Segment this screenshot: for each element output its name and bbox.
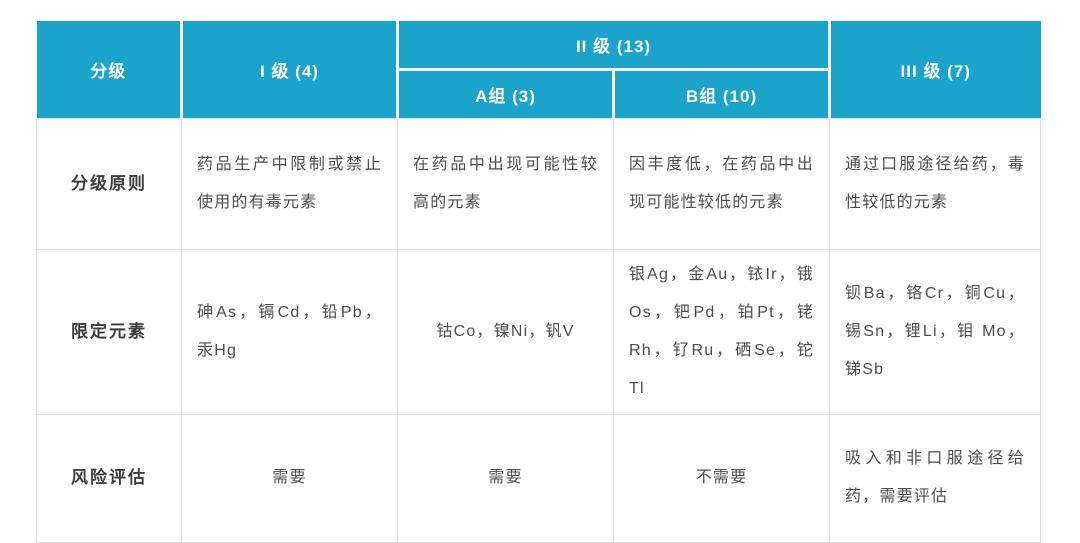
element-classification-table: 分级 I 级 (4) II 级 (13) III 级 (7) A组 (3) B组… bbox=[36, 21, 1041, 543]
page: 分级 I 级 (4) II 级 (13) III 级 (7) A组 (3) B组… bbox=[36, 21, 1041, 543]
cell-risk-class3: 吸入和非口服途径给药，需要评估 bbox=[829, 413, 1041, 543]
table-row-principle: 分级原则 药品生产中限制或禁止使用的有毒元素 在药品中出现可能性较高的元素 因丰… bbox=[36, 117, 1041, 250]
header-class-2-group-a: A组 (3) bbox=[396, 67, 615, 119]
cell-risk-class1: 需要 bbox=[181, 413, 398, 543]
header-class-2: II 级 (13) bbox=[396, 21, 831, 71]
row-label-principle: 分级原则 bbox=[36, 117, 182, 250]
header-class-2-group-b: B组 (10) bbox=[612, 67, 831, 119]
cell-principle-class3: 通过口服途径给药，毒性较低的元素 bbox=[829, 117, 1041, 250]
cell-elements-class3: 钡Ba，铬Cr，铜Cu，锡Sn，锂Li，钼 Mo，锑Sb bbox=[829, 248, 1041, 415]
cell-principle-group-b: 因丰度低，在药品中出现可能性较低的元素 bbox=[613, 117, 830, 250]
cell-elements-group-b: 银Ag，金Au，铱Ir，锇Os，钯Pd，铂Pt，铑Rh，钌Ru，硒Se，铊Tl bbox=[613, 248, 830, 415]
header-class-3: III 级 (7) bbox=[828, 21, 1041, 119]
row-label-elements: 限定元素 bbox=[36, 248, 182, 415]
cell-principle-group-a: 在药品中出现可能性较高的元素 bbox=[397, 117, 614, 250]
cell-elements-class1: 砷As，镉Cd，铅Pb，汞Hg bbox=[181, 248, 398, 415]
table-header: 分级 I 级 (4) II 级 (13) III 级 (7) A组 (3) B组… bbox=[36, 21, 1041, 119]
cell-principle-class1: 药品生产中限制或禁止使用的有毒元素 bbox=[181, 117, 398, 250]
cell-elements-group-a: 钴Co，镍Ni，钒V bbox=[397, 248, 614, 415]
cell-risk-group-a: 需要 bbox=[397, 413, 614, 543]
table-body: 分级原则 药品生产中限制或禁止使用的有毒元素 在药品中出现可能性较高的元素 因丰… bbox=[36, 117, 1041, 543]
header-class-1: I 级 (4) bbox=[180, 21, 399, 119]
cell-risk-group-b: 不需要 bbox=[613, 413, 830, 543]
table-row-risk: 风险评估 需要 需要 不需要 吸入和非口服途径给药，需要评估 bbox=[36, 413, 1041, 543]
row-label-risk: 风险评估 bbox=[36, 413, 182, 543]
header-category: 分级 bbox=[36, 21, 183, 119]
table-row-elements: 限定元素 砷As，镉Cd，铅Pb，汞Hg 钴Co，镍Ni，钒V 银Ag，金Au，… bbox=[36, 248, 1041, 415]
